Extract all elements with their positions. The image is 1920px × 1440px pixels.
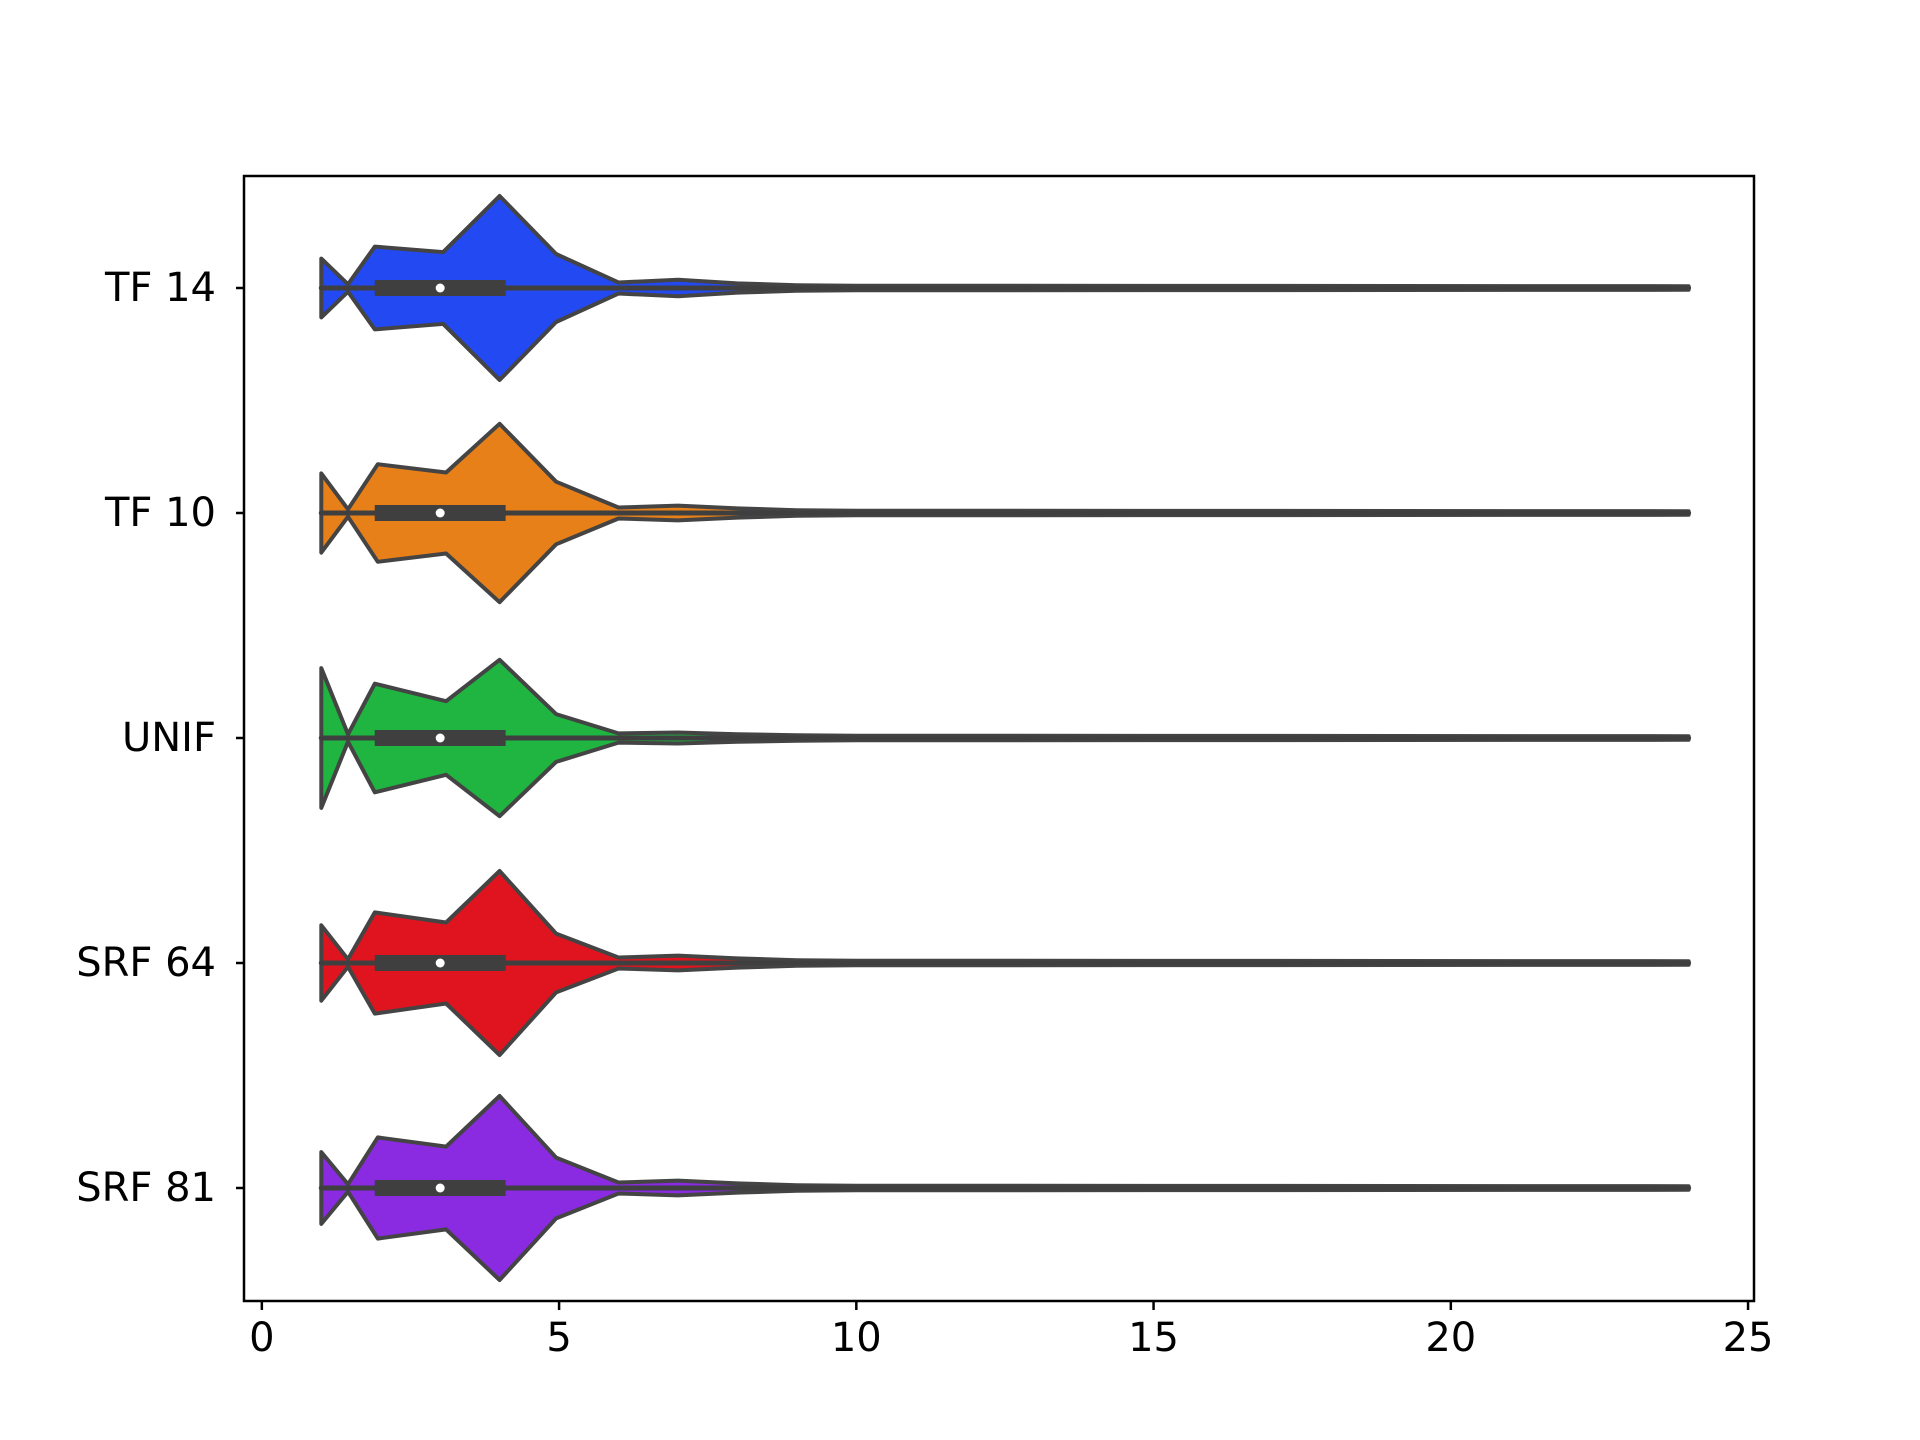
violin-group bbox=[318, 194, 1692, 1282]
x-tick-label-15: 15 bbox=[1128, 1315, 1179, 1361]
y-tick-label-2: TF 10 bbox=[104, 490, 216, 536]
x-tick-label-20: 20 bbox=[1425, 1315, 1476, 1361]
y-tick-label-4: SRF 64 bbox=[76, 940, 216, 986]
x-tick-label-25: 25 bbox=[1723, 1315, 1774, 1361]
x-tick-label-5: 5 bbox=[546, 1315, 571, 1361]
x-tick-label-10: 10 bbox=[831, 1315, 882, 1361]
x-tick-label-0: 0 bbox=[249, 1315, 274, 1361]
y-tick-label-3: UNIF bbox=[122, 715, 216, 761]
median-marker-2 bbox=[435, 508, 445, 518]
y-tick-label-5: SRF 81 bbox=[76, 1165, 216, 1211]
y-tick-label-1: TF 14 bbox=[104, 265, 216, 311]
median-marker-5 bbox=[435, 1183, 445, 1193]
y-axis: TF 14 TF 10 UNIF SRF 64 SRF 81 bbox=[76, 265, 244, 1211]
median-marker-3 bbox=[435, 733, 445, 743]
median-marker-1 bbox=[435, 283, 445, 293]
median-marker-4 bbox=[435, 958, 445, 968]
x-axis: 0 5 10 15 20 25 bbox=[249, 1301, 1774, 1361]
